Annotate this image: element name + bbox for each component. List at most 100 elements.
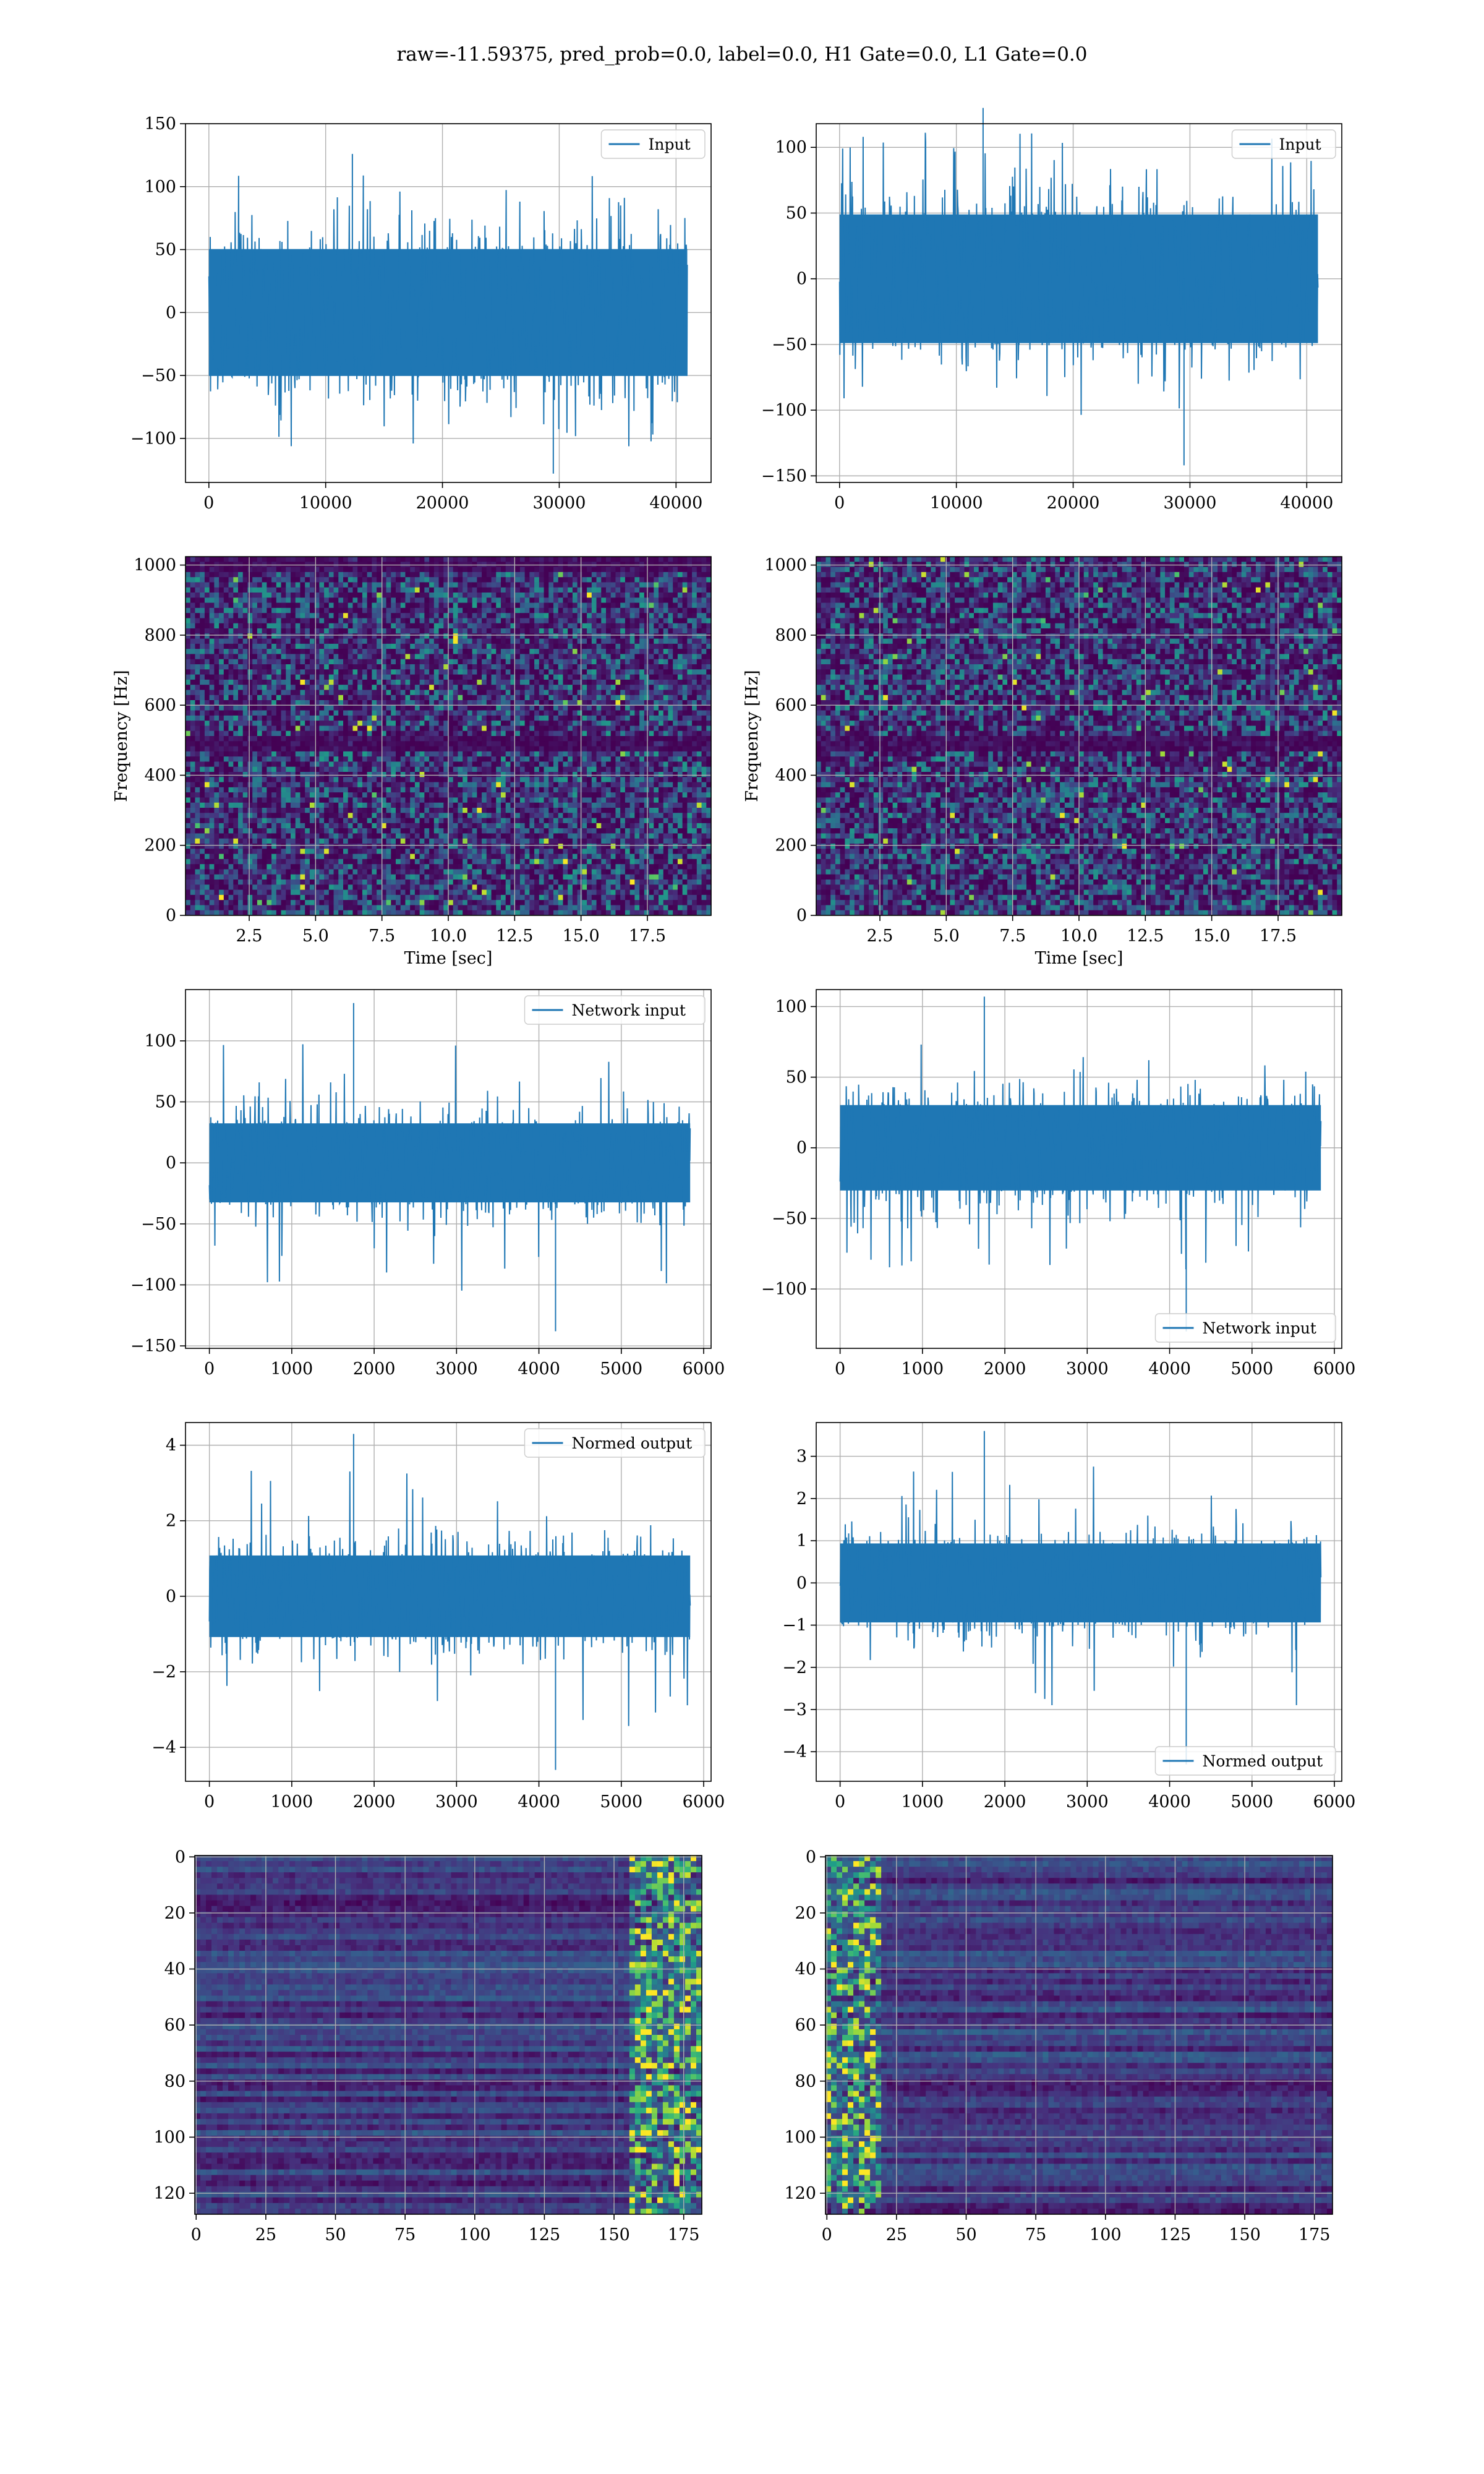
heatmap-cell	[352, 679, 358, 685]
heatmap-cell	[333, 700, 339, 706]
heatmap-cell	[577, 587, 582, 593]
heatmap-cell	[692, 756, 697, 763]
heatmap-cell	[338, 777, 344, 783]
heatmap-cell	[238, 685, 244, 691]
heatmap-cell	[419, 557, 425, 562]
heatmap-cell	[486, 782, 492, 788]
heatmap-cell	[563, 695, 568, 701]
heatmap-cell	[458, 674, 463, 680]
heatmap-cell	[659, 577, 664, 583]
heatmap-cell	[291, 597, 296, 604]
heatmap-cell	[510, 674, 516, 680]
heatmap-cell	[271, 577, 277, 583]
heatmap-cell	[601, 628, 607, 634]
heatmap-cell	[472, 772, 477, 777]
heatmap-cell	[625, 654, 631, 660]
heatmap-cell	[209, 695, 215, 701]
heatmap-cell	[448, 613, 454, 619]
heatmap-cell	[610, 623, 616, 629]
heatmap-cell	[328, 613, 335, 619]
heatmap-cell	[558, 705, 564, 711]
heatmap-cell	[257, 618, 263, 624]
y-tick-label: 0	[166, 303, 176, 322]
heatmap-cell	[587, 562, 592, 568]
heatmap-cell	[443, 582, 449, 588]
heatmap-cell	[204, 593, 210, 598]
heatmap-cell	[391, 772, 396, 777]
heatmap-cell	[539, 700, 545, 706]
heatmap-cell	[539, 633, 545, 640]
heatmap-cell	[381, 618, 387, 624]
heatmap-cell	[668, 669, 673, 675]
heatmap-cell	[482, 643, 487, 649]
heatmap-cell	[524, 618, 530, 624]
heatmap-cell	[338, 736, 344, 742]
heatmap-cell	[558, 623, 564, 629]
heatmap-cell	[677, 726, 683, 732]
heatmap-cell	[414, 613, 420, 619]
heatmap-cell	[591, 690, 597, 696]
heatmap-cell	[238, 772, 244, 777]
heatmap-cell	[219, 741, 224, 747]
heatmap-cell	[519, 777, 526, 783]
heatmap-cell	[639, 726, 645, 732]
heatmap-cell	[505, 623, 511, 629]
heatmap-cell	[238, 562, 244, 568]
heatmap-cell	[214, 607, 220, 614]
heatmap-cell	[419, 597, 425, 604]
heatmap-cell	[615, 685, 621, 691]
heatmap-cell	[524, 557, 530, 562]
heatmap-cell	[352, 628, 358, 634]
heatmap-cell	[486, 741, 492, 747]
heatmap-cell	[524, 772, 530, 777]
heatmap-cell	[677, 607, 683, 614]
heatmap-cell	[276, 756, 282, 763]
heatmap-cell	[233, 766, 239, 773]
heatmap-cell	[591, 679, 597, 685]
heatmap-cell	[257, 577, 263, 583]
heatmap-cell	[300, 674, 305, 680]
heatmap-cell	[654, 643, 659, 649]
heatmap-cell	[486, 602, 492, 609]
heatmap-cell	[534, 710, 540, 716]
heatmap-cell	[410, 715, 416, 721]
heatmap-cell	[309, 782, 315, 788]
heatmap-cell	[519, 643, 526, 649]
heatmap-cell	[433, 741, 440, 747]
heatmap-cell	[377, 736, 382, 742]
heatmap-cell	[620, 664, 626, 670]
heatmap-cell	[252, 756, 258, 763]
heatmap-cell	[692, 695, 697, 701]
heatmap-cell	[433, 679, 440, 685]
heatmap-cell	[328, 782, 335, 788]
heatmap-cell	[510, 582, 516, 588]
heatmap-cell	[429, 685, 435, 691]
heatmap-cell	[463, 593, 468, 598]
heatmap-cell	[300, 751, 305, 757]
heatmap-cell	[629, 669, 635, 675]
heatmap-cell	[472, 695, 477, 701]
heatmap-cell	[568, 567, 573, 573]
heatmap-cell	[529, 669, 535, 675]
heatmap-cell	[367, 766, 372, 773]
heatmap-cell	[477, 659, 482, 665]
heatmap-cell	[405, 782, 411, 788]
heatmap-cell	[577, 597, 582, 604]
heatmap-cell	[663, 705, 669, 711]
heatmap-cell	[620, 643, 626, 649]
heatmap-cell	[501, 715, 506, 721]
heatmap-cell	[281, 777, 286, 783]
heatmap-cell	[582, 715, 587, 721]
heatmap-cell	[252, 746, 258, 752]
heatmap-cell	[682, 607, 688, 614]
heatmap-cell	[271, 782, 277, 788]
heatmap-cell	[324, 756, 330, 763]
heatmap-cell	[558, 766, 564, 773]
heatmap-cell	[687, 587, 693, 593]
heatmap-cell	[692, 593, 697, 598]
heatmap-cell	[291, 746, 296, 752]
heatmap-cell	[391, 756, 396, 763]
heatmap-cell	[620, 618, 626, 624]
heatmap-cell	[300, 700, 305, 706]
heatmap-cell	[200, 669, 205, 675]
